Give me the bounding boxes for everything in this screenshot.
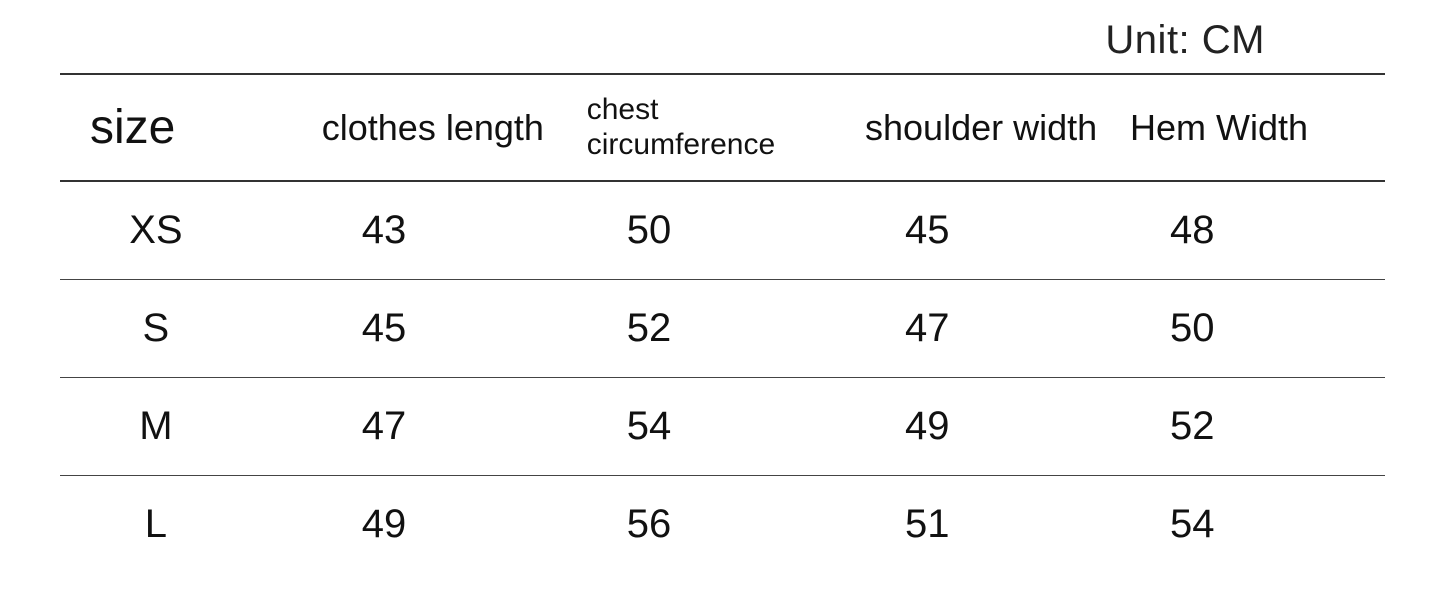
table-row: M 47 54 49 52 — [60, 378, 1385, 476]
cell-length: 47 — [312, 378, 577, 476]
cell-chest: 54 — [577, 378, 855, 476]
table-row: S 45 52 47 50 — [60, 280, 1385, 378]
cell-chest: 52 — [577, 280, 855, 378]
cell-hem: 52 — [1120, 378, 1385, 476]
cell-size: M — [60, 378, 312, 476]
cell-shoulder: 47 — [855, 280, 1120, 378]
cell-hem: 50 — [1120, 280, 1385, 378]
table-row: XS 43 50 45 48 — [60, 181, 1385, 280]
unit-label: Unit: CM — [60, 18, 1385, 73]
cell-hem: 54 — [1120, 476, 1385, 574]
cell-shoulder: 49 — [855, 378, 1120, 476]
cell-chest: 56 — [577, 476, 855, 574]
cell-length: 49 — [312, 476, 577, 574]
size-chart: Unit: CM size clothes length chest circu… — [0, 0, 1445, 573]
size-table: size clothes length chest circumference … — [60, 73, 1385, 573]
cell-size: XS — [60, 181, 312, 280]
col-size-header: size — [60, 74, 312, 181]
cell-chest: 50 — [577, 181, 855, 280]
cell-length: 45 — [312, 280, 577, 378]
col-length-header: clothes length — [312, 74, 577, 181]
cell-length: 43 — [312, 181, 577, 280]
table-row: L 49 56 51 54 — [60, 476, 1385, 574]
cell-hem: 48 — [1120, 181, 1385, 280]
col-hem-header: Hem Width — [1120, 74, 1385, 181]
cell-shoulder: 51 — [855, 476, 1120, 574]
col-chest-header: chest circumference — [577, 74, 855, 181]
col-shoulder-header: shoulder width — [855, 74, 1120, 181]
cell-size: S — [60, 280, 312, 378]
cell-size: L — [60, 476, 312, 574]
table-header-row: size clothes length chest circumference … — [60, 74, 1385, 181]
cell-shoulder: 45 — [855, 181, 1120, 280]
